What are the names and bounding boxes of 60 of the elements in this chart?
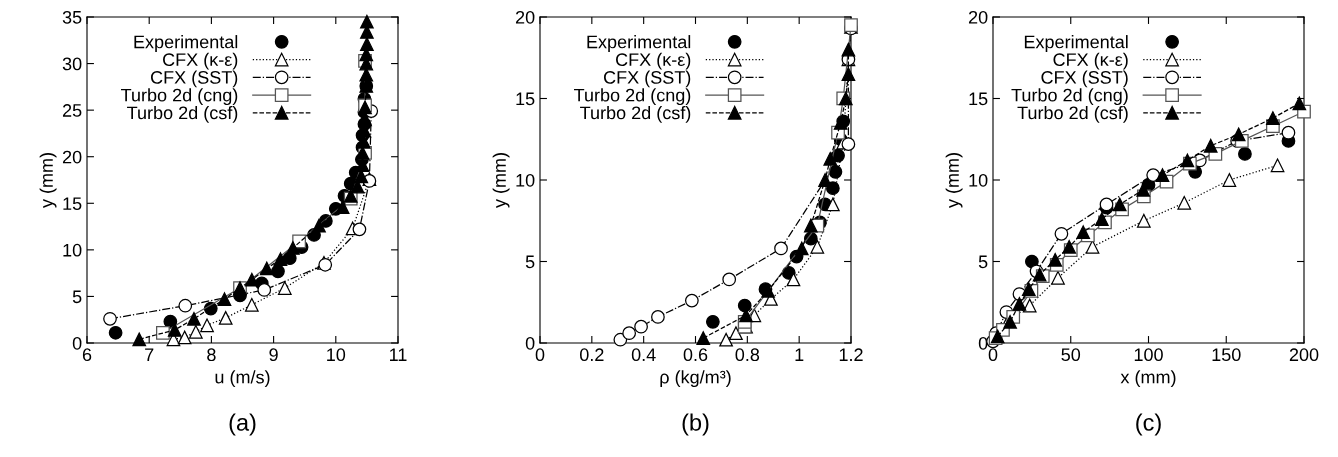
y-tick-label: 25 bbox=[62, 104, 82, 117]
y-tick-label: 15 bbox=[63, 197, 82, 211]
y-tick-label: 10 bbox=[516, 173, 535, 187]
x-tick-label: 1.2 bbox=[839, 348, 863, 361]
legend-label: CFX (SST) bbox=[150, 70, 238, 88]
x-tick-label: 0.2 bbox=[579, 348, 604, 362]
x-tick-label: 100 bbox=[1134, 348, 1163, 362]
x-tick-label: 1 bbox=[795, 348, 804, 361]
y-tick-label: 30 bbox=[62, 57, 82, 71]
y-tick-label: 0 bbox=[72, 336, 82, 350]
x-tick-label: 11 bbox=[390, 348, 407, 361]
y-axis-title: y (mm) bbox=[492, 153, 510, 209]
y-tick-label: 20 bbox=[968, 10, 988, 24]
x-tick-label: 200 bbox=[1289, 348, 1319, 362]
legend-label: Turbo 2d (csf) bbox=[580, 105, 691, 123]
legend-label: CFX (SST) bbox=[1041, 70, 1128, 88]
legend-label: Turbo 2d (cng) bbox=[574, 88, 691, 106]
y-tick-label: 10 bbox=[63, 243, 82, 257]
x-tick-label: 0.8 bbox=[735, 348, 760, 362]
x-axis-title: x (mm) bbox=[1120, 370, 1176, 388]
legend-label: Experimental bbox=[134, 35, 238, 52]
x-tick-label: 10 bbox=[327, 348, 346, 362]
x-tick-label: 7 bbox=[145, 348, 154, 361]
legend-label: Turbo 2d (csf) bbox=[1017, 105, 1128, 123]
y-tick-label: 20 bbox=[62, 150, 82, 164]
legend-label: CFX (κ-ε) bbox=[1053, 52, 1128, 70]
legend-label: Experimental bbox=[587, 35, 691, 52]
legend-label: CFX (SST) bbox=[603, 70, 691, 88]
x-tick-label: 8 bbox=[207, 348, 216, 362]
x-tick-label: 0 bbox=[535, 348, 545, 362]
legend-label: Turbo 2d (cng) bbox=[121, 88, 238, 106]
y-tick-label: 5 bbox=[978, 255, 988, 269]
legend-label: CFX (κ-ε) bbox=[163, 52, 238, 70]
text: (a) bbox=[229, 413, 256, 436]
legend-label: Turbo 2d (csf) bbox=[127, 105, 238, 123]
x-tick-label: 9 bbox=[269, 348, 278, 362]
y-tick-label: 10 bbox=[969, 173, 988, 187]
y-tick-label: 35 bbox=[62, 10, 82, 24]
y-axis-title: y (mm) bbox=[39, 153, 57, 209]
y-tick-label: 20 bbox=[515, 10, 535, 24]
x-tick-label: 150 bbox=[1212, 348, 1241, 362]
x-axis-title: ρ (kg/m³) bbox=[660, 370, 731, 388]
x-tick-label: 6 bbox=[82, 348, 92, 362]
text: (b) bbox=[682, 413, 709, 436]
x-axis-title: u (m/s) bbox=[215, 370, 270, 388]
y-tick-label: 5 bbox=[525, 255, 535, 269]
y-tick-label: 0 bbox=[525, 336, 535, 350]
legend-label: Turbo 2d (cng) bbox=[1011, 88, 1128, 106]
x-tick-label: 50 bbox=[1061, 348, 1081, 362]
legend-label: CFX (κ-ε) bbox=[616, 52, 691, 70]
y-tick-label: 5 bbox=[72, 290, 82, 304]
text: (c) bbox=[1136, 413, 1161, 436]
legend-label: Experimental bbox=[1024, 35, 1128, 52]
x-tick-label: 0.6 bbox=[683, 348, 708, 362]
x-tick-label: 0.4 bbox=[631, 348, 656, 362]
y-tick-label: 15 bbox=[969, 92, 988, 106]
y-tick-label: 15 bbox=[516, 92, 535, 106]
x-tick-label: 0 bbox=[988, 348, 998, 362]
y-tick-label: 0 bbox=[978, 336, 988, 350]
y-axis-title: y (mm) bbox=[945, 153, 963, 209]
